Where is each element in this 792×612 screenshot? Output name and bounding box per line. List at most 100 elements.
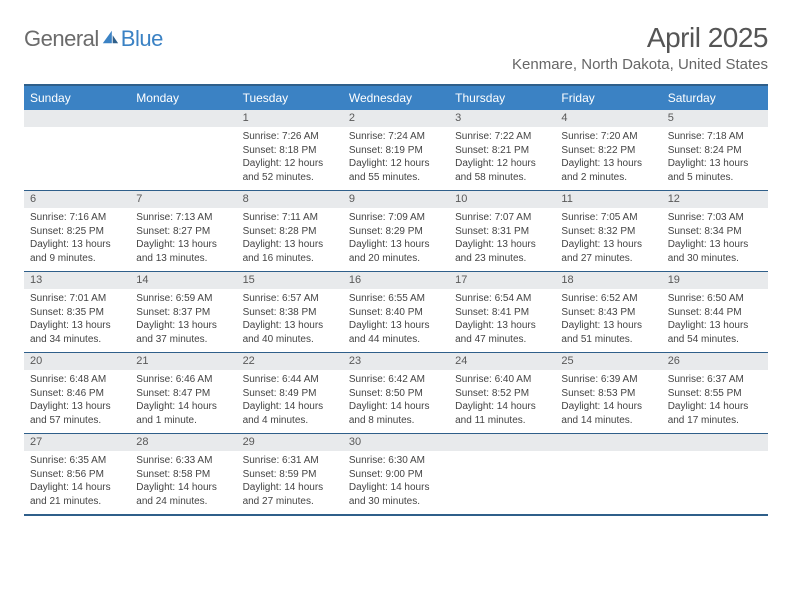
day-cell: 3Sunrise: 7:22 AMSunset: 8:21 PMDaylight… bbox=[449, 110, 555, 190]
day-details: Sunrise: 6:39 AMSunset: 8:53 PMDaylight:… bbox=[555, 370, 661, 433]
sunset-text: Sunset: 8:43 PM bbox=[561, 306, 655, 320]
week-row: 13Sunrise: 7:01 AMSunset: 8:35 PMDayligh… bbox=[24, 272, 768, 353]
dayname-sunday: Sunday bbox=[24, 86, 130, 110]
day-details bbox=[449, 451, 555, 507]
day-cell: 28Sunrise: 6:33 AMSunset: 8:58 PMDayligh… bbox=[130, 434, 236, 514]
week-row: 20Sunrise: 6:48 AMSunset: 8:46 PMDayligh… bbox=[24, 353, 768, 434]
day-cell: 4Sunrise: 7:20 AMSunset: 8:22 PMDaylight… bbox=[555, 110, 661, 190]
day-details: Sunrise: 6:42 AMSunset: 8:50 PMDaylight:… bbox=[343, 370, 449, 433]
day-details: Sunrise: 6:46 AMSunset: 8:47 PMDaylight:… bbox=[130, 370, 236, 433]
daylight-text: Daylight: 14 hours and 27 minutes. bbox=[243, 481, 337, 508]
day-details: Sunrise: 6:54 AMSunset: 8:41 PMDaylight:… bbox=[449, 289, 555, 352]
daylight-text: Daylight: 13 hours and 27 minutes. bbox=[561, 238, 655, 265]
daylight-text: Daylight: 14 hours and 8 minutes. bbox=[349, 400, 443, 427]
month-title: April 2025 bbox=[512, 22, 768, 54]
day-cell: 12Sunrise: 7:03 AMSunset: 8:34 PMDayligh… bbox=[662, 191, 768, 271]
day-cell bbox=[130, 110, 236, 190]
daylight-text: Daylight: 13 hours and 16 minutes. bbox=[243, 238, 337, 265]
sunset-text: Sunset: 8:22 PM bbox=[561, 144, 655, 158]
day-details bbox=[555, 451, 661, 507]
day-details: Sunrise: 6:40 AMSunset: 8:52 PMDaylight:… bbox=[449, 370, 555, 433]
day-cell: 11Sunrise: 7:05 AMSunset: 8:32 PMDayligh… bbox=[555, 191, 661, 271]
sunset-text: Sunset: 8:19 PM bbox=[349, 144, 443, 158]
sunset-text: Sunset: 8:34 PM bbox=[668, 225, 762, 239]
day-details: Sunrise: 6:55 AMSunset: 8:40 PMDaylight:… bbox=[343, 289, 449, 352]
header-row: General Blue April 2025 Kenmare, North D… bbox=[24, 22, 768, 76]
sunset-text: Sunset: 8:49 PM bbox=[243, 387, 337, 401]
sunset-text: Sunset: 8:52 PM bbox=[455, 387, 549, 401]
week-row: 6Sunrise: 7:16 AMSunset: 8:25 PMDaylight… bbox=[24, 191, 768, 272]
daylight-text: Daylight: 13 hours and 44 minutes. bbox=[349, 319, 443, 346]
sunrise-text: Sunrise: 6:59 AM bbox=[136, 292, 230, 306]
sunset-text: Sunset: 8:58 PM bbox=[136, 468, 230, 482]
sunrise-text: Sunrise: 6:46 AM bbox=[136, 373, 230, 387]
day-cell: 21Sunrise: 6:46 AMSunset: 8:47 PMDayligh… bbox=[130, 353, 236, 433]
day-cell: 23Sunrise: 6:42 AMSunset: 8:50 PMDayligh… bbox=[343, 353, 449, 433]
day-cell: 13Sunrise: 7:01 AMSunset: 8:35 PMDayligh… bbox=[24, 272, 130, 352]
day-number: 10 bbox=[449, 191, 555, 208]
day-cell: 5Sunrise: 7:18 AMSunset: 8:24 PMDaylight… bbox=[662, 110, 768, 190]
day-details: Sunrise: 6:48 AMSunset: 8:46 PMDaylight:… bbox=[24, 370, 130, 433]
sunset-text: Sunset: 8:28 PM bbox=[243, 225, 337, 239]
day-details bbox=[24, 127, 130, 183]
day-details: Sunrise: 7:03 AMSunset: 8:34 PMDaylight:… bbox=[662, 208, 768, 271]
dayname-thursday: Thursday bbox=[449, 86, 555, 110]
day-details: Sunrise: 7:24 AMSunset: 8:19 PMDaylight:… bbox=[343, 127, 449, 190]
sunrise-text: Sunrise: 7:05 AM bbox=[561, 211, 655, 225]
daylight-text: Daylight: 13 hours and 40 minutes. bbox=[243, 319, 337, 346]
daylight-text: Daylight: 13 hours and 5 minutes. bbox=[668, 157, 762, 184]
day-details: Sunrise: 7:18 AMSunset: 8:24 PMDaylight:… bbox=[662, 127, 768, 190]
sunrise-text: Sunrise: 7:13 AM bbox=[136, 211, 230, 225]
day-number bbox=[130, 110, 236, 127]
day-cell: 22Sunrise: 6:44 AMSunset: 8:49 PMDayligh… bbox=[237, 353, 343, 433]
daylight-text: Daylight: 13 hours and 20 minutes. bbox=[349, 238, 443, 265]
day-number: 5 bbox=[662, 110, 768, 127]
sunrise-text: Sunrise: 6:31 AM bbox=[243, 454, 337, 468]
daylight-text: Daylight: 13 hours and 47 minutes. bbox=[455, 319, 549, 346]
day-number: 3 bbox=[449, 110, 555, 127]
daylight-text: Daylight: 13 hours and 30 minutes. bbox=[668, 238, 762, 265]
dayname-wednesday: Wednesday bbox=[343, 86, 449, 110]
day-cell bbox=[555, 434, 661, 514]
day-cell: 10Sunrise: 7:07 AMSunset: 8:31 PMDayligh… bbox=[449, 191, 555, 271]
day-details: Sunrise: 6:31 AMSunset: 8:59 PMDaylight:… bbox=[237, 451, 343, 514]
day-number: 21 bbox=[130, 353, 236, 370]
day-details: Sunrise: 6:52 AMSunset: 8:43 PMDaylight:… bbox=[555, 289, 661, 352]
daylight-text: Daylight: 12 hours and 55 minutes. bbox=[349, 157, 443, 184]
sunset-text: Sunset: 8:40 PM bbox=[349, 306, 443, 320]
day-number: 25 bbox=[555, 353, 661, 370]
sunrise-text: Sunrise: 7:20 AM bbox=[561, 130, 655, 144]
daylight-text: Daylight: 13 hours and 34 minutes. bbox=[30, 319, 124, 346]
day-details: Sunrise: 7:01 AMSunset: 8:35 PMDaylight:… bbox=[24, 289, 130, 352]
title-block: April 2025 Kenmare, North Dakota, United… bbox=[512, 22, 768, 73]
logo-sail-icon bbox=[101, 28, 119, 46]
daylight-text: Daylight: 14 hours and 24 minutes. bbox=[136, 481, 230, 508]
sunrise-text: Sunrise: 6:50 AM bbox=[668, 292, 762, 306]
day-details: Sunrise: 6:57 AMSunset: 8:38 PMDaylight:… bbox=[237, 289, 343, 352]
daylight-text: Daylight: 12 hours and 52 minutes. bbox=[243, 157, 337, 184]
day-cell: 15Sunrise: 6:57 AMSunset: 8:38 PMDayligh… bbox=[237, 272, 343, 352]
day-details: Sunrise: 6:37 AMSunset: 8:55 PMDaylight:… bbox=[662, 370, 768, 433]
day-number: 27 bbox=[24, 434, 130, 451]
daylight-text: Daylight: 14 hours and 1 minute. bbox=[136, 400, 230, 427]
logo-text-general: General bbox=[24, 26, 99, 52]
day-number: 9 bbox=[343, 191, 449, 208]
dayname-tuesday: Tuesday bbox=[237, 86, 343, 110]
day-details: Sunrise: 7:26 AMSunset: 8:18 PMDaylight:… bbox=[237, 127, 343, 190]
day-number: 2 bbox=[343, 110, 449, 127]
sunrise-text: Sunrise: 7:26 AM bbox=[243, 130, 337, 144]
sunset-text: Sunset: 8:32 PM bbox=[561, 225, 655, 239]
day-details: Sunrise: 7:13 AMSunset: 8:27 PMDaylight:… bbox=[130, 208, 236, 271]
sunrise-text: Sunrise: 6:40 AM bbox=[455, 373, 549, 387]
sunrise-text: Sunrise: 7:07 AM bbox=[455, 211, 549, 225]
day-cell: 30Sunrise: 6:30 AMSunset: 9:00 PMDayligh… bbox=[343, 434, 449, 514]
day-number: 20 bbox=[24, 353, 130, 370]
sunset-text: Sunset: 8:47 PM bbox=[136, 387, 230, 401]
sunrise-text: Sunrise: 6:44 AM bbox=[243, 373, 337, 387]
day-details: Sunrise: 7:05 AMSunset: 8:32 PMDaylight:… bbox=[555, 208, 661, 271]
sunrise-text: Sunrise: 7:16 AM bbox=[30, 211, 124, 225]
day-cell: 14Sunrise: 6:59 AMSunset: 8:37 PMDayligh… bbox=[130, 272, 236, 352]
day-number: 17 bbox=[449, 272, 555, 289]
daylight-text: Daylight: 13 hours and 2 minutes. bbox=[561, 157, 655, 184]
sunset-text: Sunset: 8:41 PM bbox=[455, 306, 549, 320]
